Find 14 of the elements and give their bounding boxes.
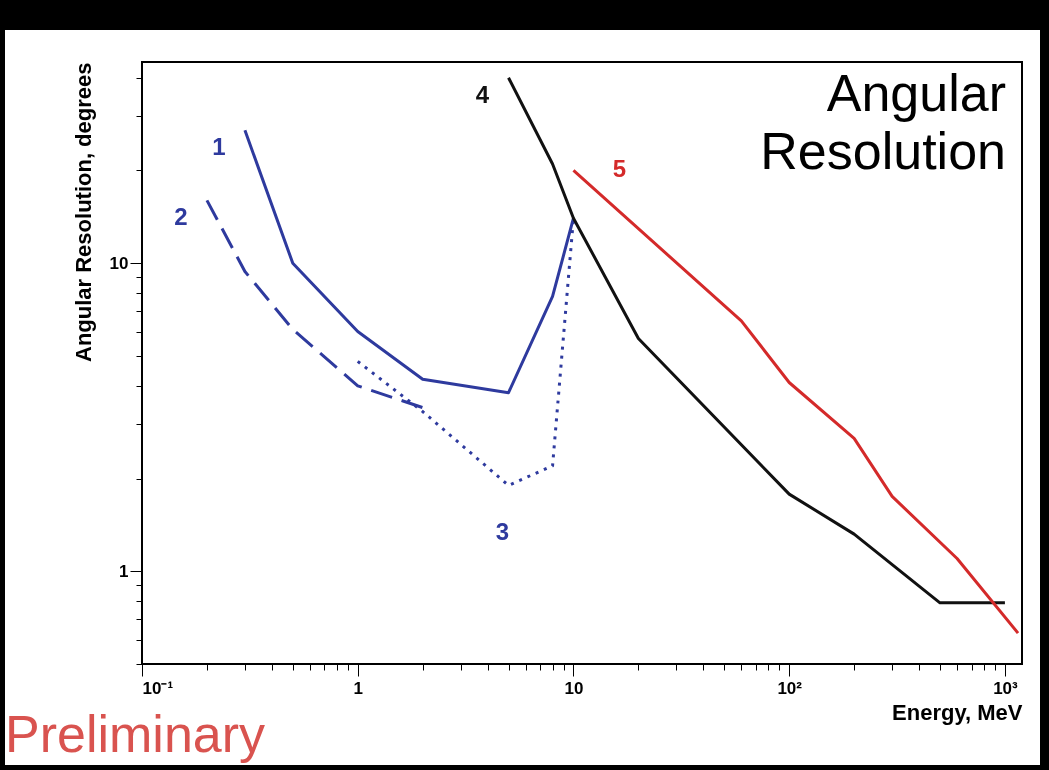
text: Angular Resolution [760,64,1006,180]
series-label: 3 [495,518,510,546]
series-label: 5 [612,155,627,183]
series-label: 1 [212,133,226,161]
x-tick-label: 10³ [993,678,1019,698]
x-axis-title: Energy, MeV [892,699,1023,725]
text: Preliminary [5,705,266,763]
x-tick-label: 10² [777,678,803,698]
x-tick-label: 10 [564,678,584,698]
x-tick-label: 1 [353,678,363,698]
y-axis-title: Angular Resolution, degrees [70,62,96,362]
series-label: 2 [174,203,188,231]
series-label: 4 [475,80,490,108]
x-tick-label: 10⁻¹ [142,678,174,698]
